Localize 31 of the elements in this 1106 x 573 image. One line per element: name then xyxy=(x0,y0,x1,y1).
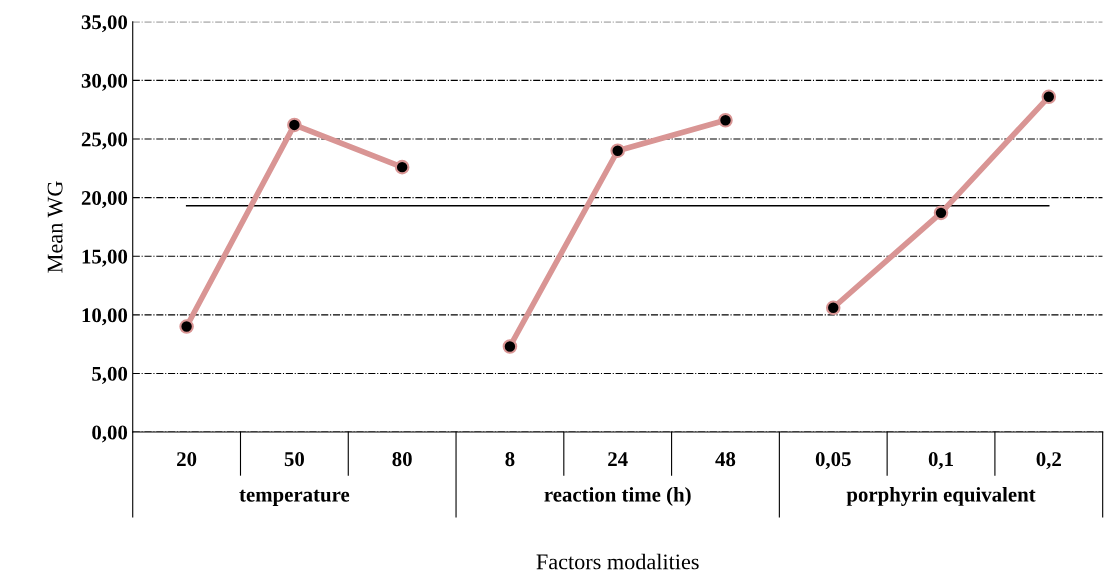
y-tick-label: 0,00 xyxy=(92,425,128,443)
x-tick-label: 0,2 xyxy=(1036,452,1061,470)
x-axis-title: Factors modalities xyxy=(536,553,699,570)
point xyxy=(718,112,733,128)
y-tick-label: 30,00 xyxy=(81,73,128,91)
y-tick-label: 10,00 xyxy=(82,308,128,326)
x-tick-label: 24 xyxy=(608,452,628,466)
x-tick-label: 0,05 xyxy=(815,452,851,470)
y-tick-label: 5,00 xyxy=(92,366,128,384)
y-tick-label: 25,00 xyxy=(81,132,128,150)
x-tick-label: 20 xyxy=(177,452,197,467)
point xyxy=(287,117,302,133)
text: reaction time (h) xyxy=(544,487,691,506)
x-tick-label: 48 xyxy=(715,452,736,467)
y-tick-label: 20,00 xyxy=(81,190,128,209)
point xyxy=(179,319,194,334)
y-tick-label: 15,00 xyxy=(82,249,128,267)
x-tick-label: 80 xyxy=(392,452,412,467)
point xyxy=(610,143,625,159)
point xyxy=(825,300,841,316)
y-axis-title: Mean WG xyxy=(47,181,63,273)
y-tick-label: 35,00 xyxy=(81,15,128,33)
point xyxy=(1041,89,1057,105)
point xyxy=(933,205,949,221)
x-tick-label: 0,1 xyxy=(928,452,953,470)
text: temperature xyxy=(239,489,350,506)
x-tick-label: 50 xyxy=(284,452,304,467)
text: porphyrin equivalent xyxy=(846,486,1036,506)
point xyxy=(502,339,518,354)
point xyxy=(394,159,410,175)
x-tick-label: 8 xyxy=(505,452,515,467)
